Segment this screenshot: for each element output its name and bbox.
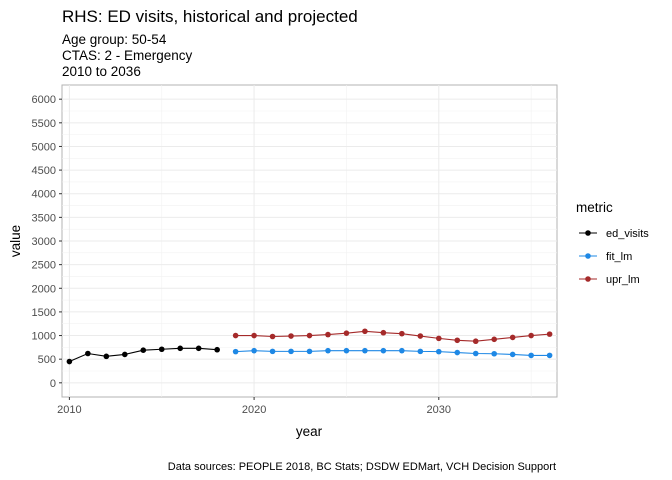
legend-key-point-ed_visits [585,230,591,236]
series-layer [66,328,553,365]
legend-label-ed_visits: ed_visits [606,228,649,240]
point-fit_lm [288,348,294,355]
y-tick-label: 1000 [32,331,56,343]
series-line-upr_lm [235,330,550,342]
point-upr_lm [454,337,461,344]
point-upr_lm [362,328,368,335]
point-fit_lm [546,352,553,359]
point-upr_lm [417,333,424,339]
y-axis-title: value [8,225,23,257]
point-upr_lm [343,330,350,336]
y-tick-label: 5000 [32,141,56,153]
point-ed_visits [85,350,91,357]
point-fit_lm [491,350,498,357]
point-upr_lm [380,329,387,336]
y-tick-label: 4500 [32,165,56,177]
point-fit_lm [509,351,516,358]
chart-subtitle-line-3: 2010 to 2036 [62,64,141,79]
point-ed_visits [121,351,128,358]
point-ed_visits [140,347,147,354]
chart-caption: Data sources: PEOPLE 2018, BC Stats; DSD… [168,461,556,473]
legend-key-point-upr_lm [585,276,591,282]
point-upr_lm [528,332,534,339]
point-fit_lm [306,348,313,355]
chart-title: RHS: ED visits, historical and projected [62,7,358,26]
x-tick-label: 2030 [427,404,451,416]
point-upr_lm [399,330,405,337]
legend-key-point-fit_lm [585,253,591,259]
chart-subtitle-line-1: Age group: 50-54 [62,32,167,47]
point-ed_visits [66,358,73,365]
point-fit_lm [399,347,405,354]
y-tick-label: 3000 [32,236,56,248]
point-upr_lm [269,333,276,340]
point-upr_lm [509,334,516,341]
point-upr_lm [472,338,479,345]
x-tick-label: 2010 [57,404,81,416]
point-ed_visits [177,345,184,352]
point-upr_lm [288,333,294,339]
point-upr_lm [251,332,257,339]
y-tick-label: 5500 [32,118,56,130]
x-axis-ticks: 2010 2020 2030 [57,397,451,416]
chart-subtitle-line-2: CTAS: 2 - Emergency [62,48,193,63]
point-fit_lm [472,350,479,357]
y-tick-label: 500 [38,354,56,366]
point-fit_lm [528,352,534,359]
point-fit_lm [435,348,442,355]
series-line-fit_lm [235,350,550,356]
y-tick-label: 2500 [32,260,56,272]
point-upr_lm [491,336,498,343]
point-fit_lm [417,348,424,355]
x-axis-title: year [296,424,323,439]
point-fit_lm [251,347,257,354]
point-upr_lm [546,331,553,337]
y-tick-label: 2000 [32,283,56,295]
point-upr_lm [306,332,313,339]
point-fit_lm [343,347,350,354]
point-ed_visits [195,345,202,352]
point-fit_lm [232,348,239,355]
point-fit_lm [362,347,368,354]
legend-label-fit_lm: fit_lm [606,251,632,263]
point-upr_lm [232,332,239,339]
point-ed_visits [158,346,165,353]
y-tick-label: 1500 [32,307,56,319]
legend: ed_visits fit_lm upr_lm [579,228,649,286]
point-fit_lm [454,349,461,356]
y-tick-label: 3500 [32,212,56,224]
point-ed_visits [214,346,220,353]
point-fit_lm [325,347,331,354]
y-tick-label: 6000 [32,94,56,106]
y-tick-label: 0 [50,378,56,390]
point-fit_lm [269,348,276,355]
legend-title: metric [576,200,613,215]
point-upr_lm [435,335,442,342]
point-upr_lm [325,331,331,338]
y-axis-ticks: 0 500 1000 1500 2000 2500 3000 3500 4000 4500 5000… [32,94,62,390]
y-tick-label: 4000 [32,189,56,201]
legend-label-upr_lm: upr_lm [606,274,640,286]
point-fit_lm [380,347,387,354]
x-tick-label: 2020 [242,404,266,416]
point-ed_visits [103,353,110,360]
